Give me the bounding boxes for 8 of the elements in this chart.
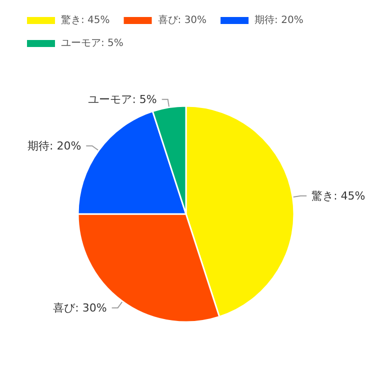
- legend-label: 喜び: 30%: [158, 14, 207, 26]
- legend-label: ユーモア: 5%: [61, 38, 124, 49]
- slice-label: 驚き: 45%: [312, 189, 366, 202]
- slice-label: 喜び: 30%: [53, 301, 107, 314]
- slice-label: 期待: 20%: [28, 139, 82, 152]
- legend-label: 期待: 20%: [254, 14, 304, 26]
- slice-label: ユーモア: 5%: [88, 92, 157, 106]
- legend-label: 驚き: 45%: [61, 14, 110, 26]
